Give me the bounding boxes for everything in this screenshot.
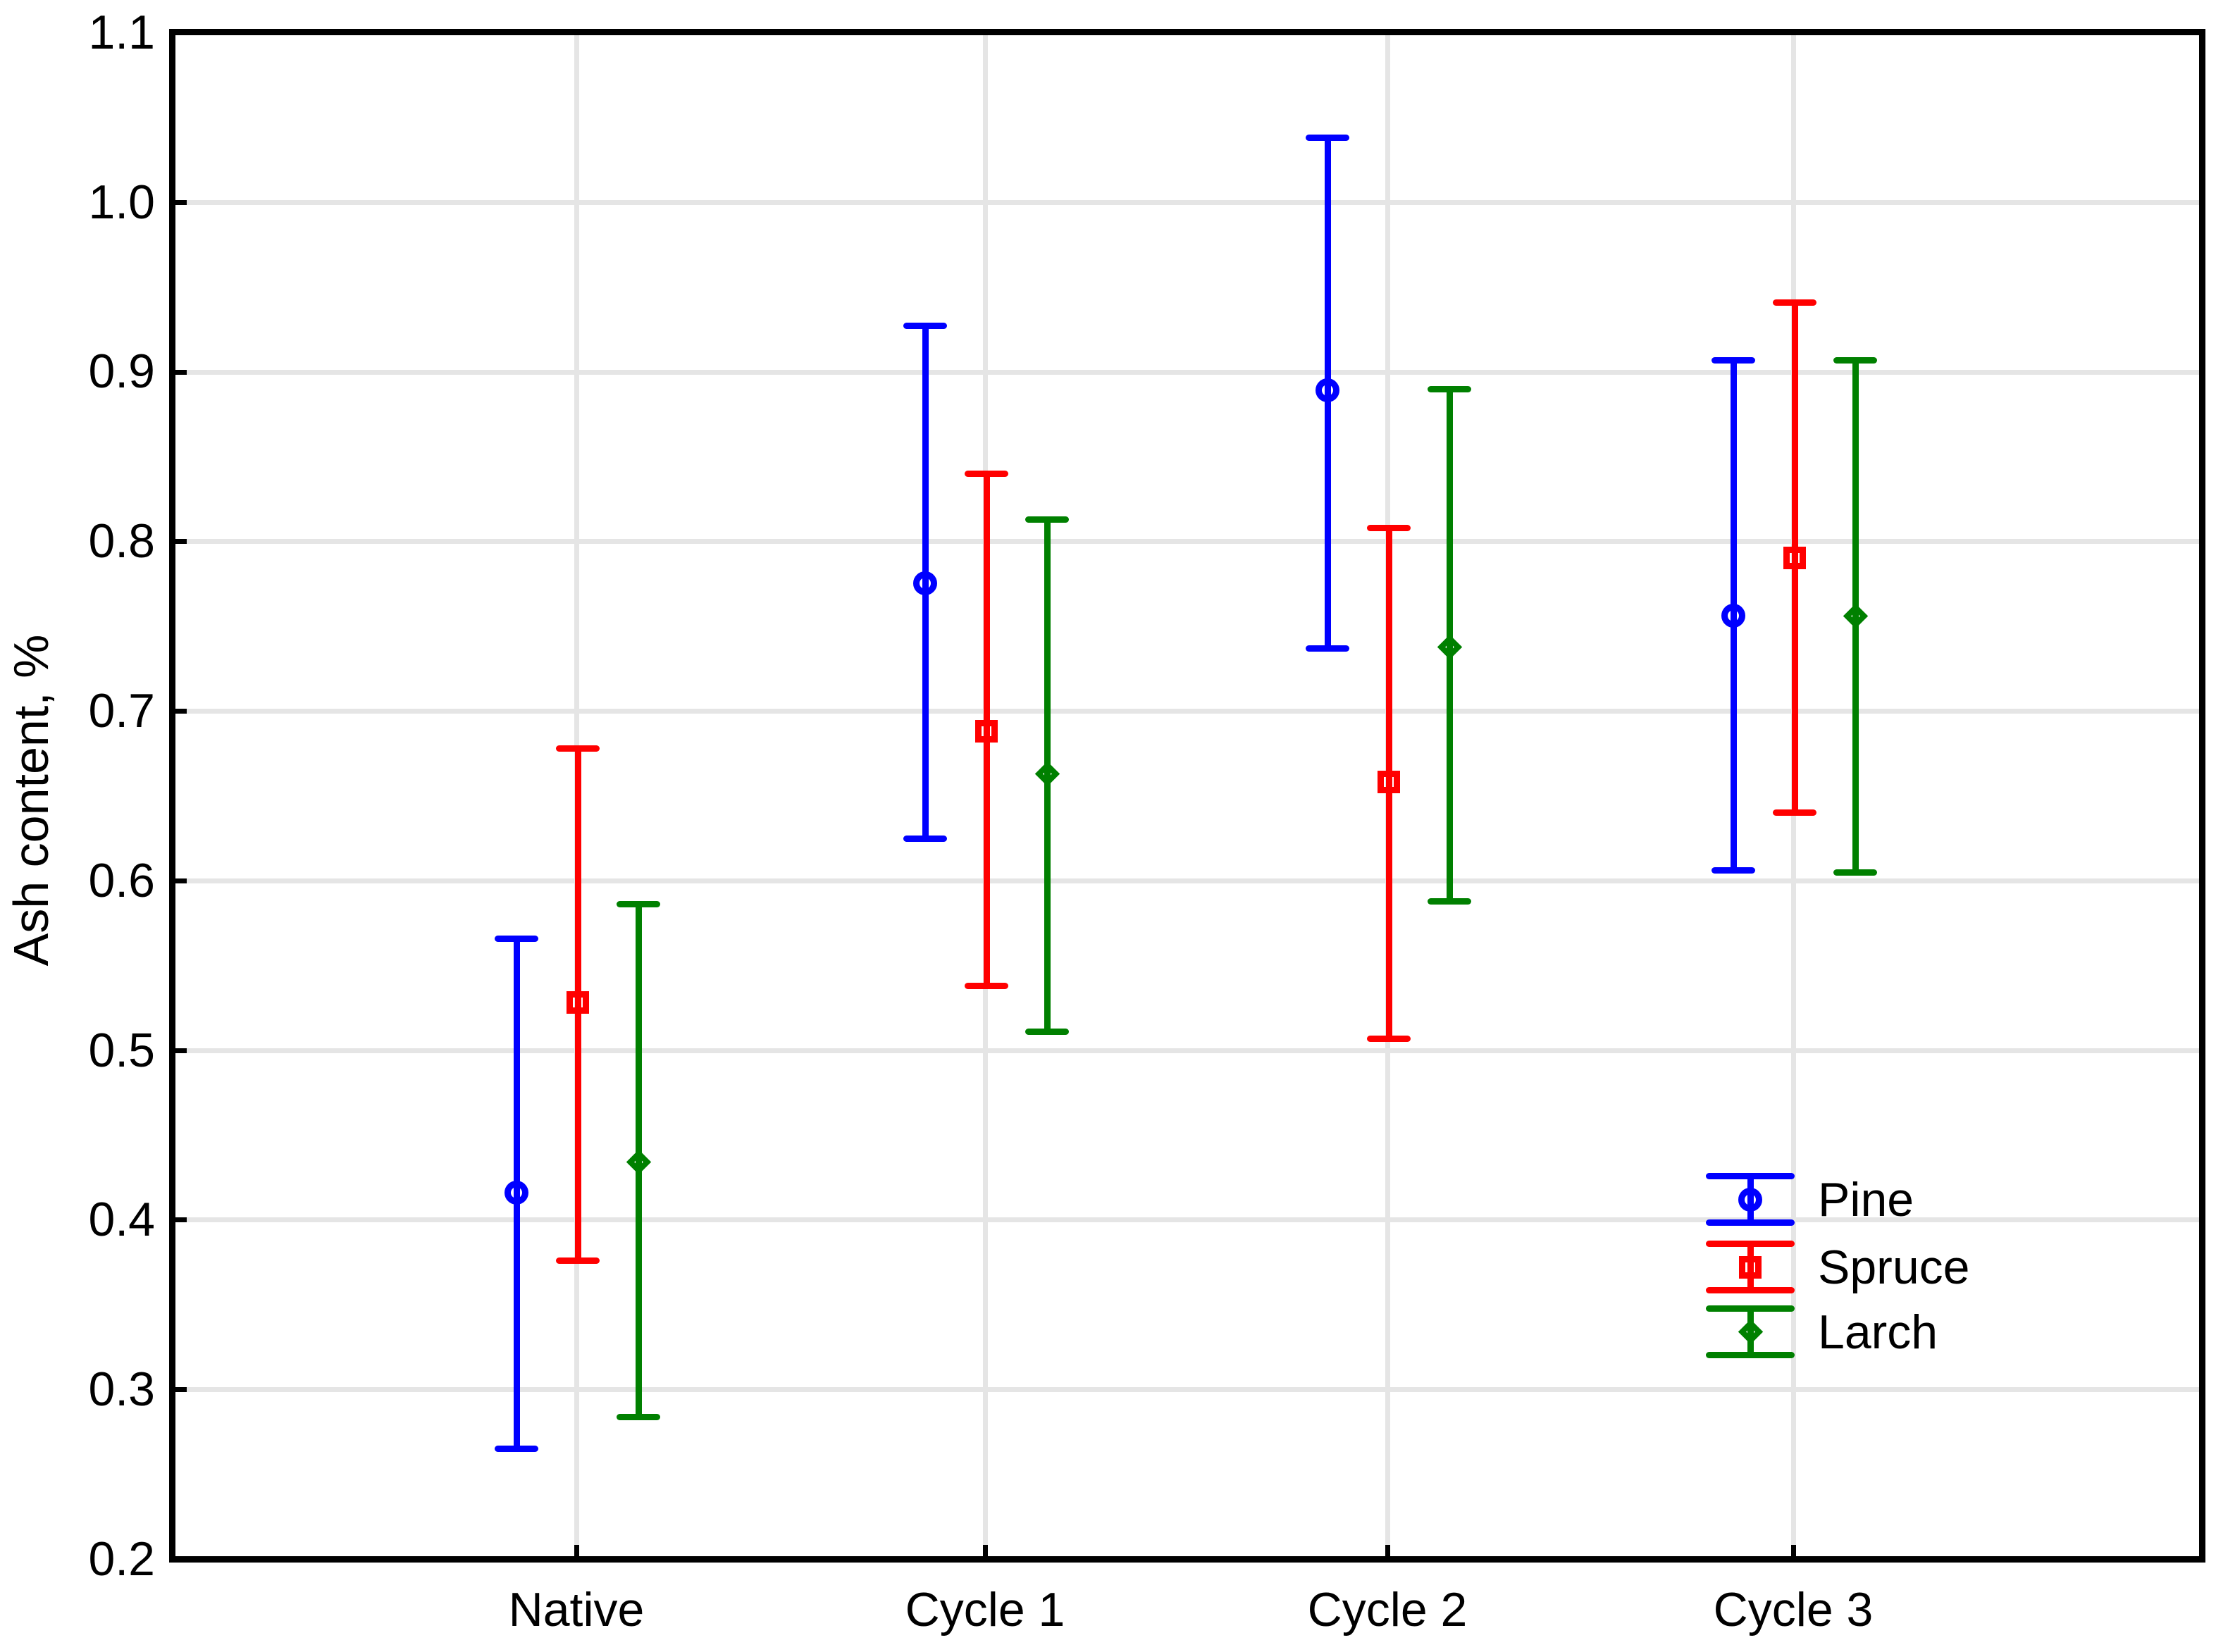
larch-errorbar-line [1447,389,1453,901]
y-tick-label: 0.2 [88,1532,155,1586]
larch-errorbar-line [636,904,642,1417]
pine-circle-marker [505,1181,528,1205]
horizontal-gridline [175,709,2199,714]
larch-errorbar-cap-bottom [617,1414,660,1420]
horizontal-gridline [175,1048,2199,1053]
spruce-square-marker [567,991,589,1014]
horizontal-gridline [175,200,2199,205]
larch-errorbar-cap-top [617,901,660,907]
y-axis-tick [175,1217,187,1222]
x-axis-tick [574,1545,579,1556]
horizontal-gridline [175,1387,2199,1392]
y-tick-label: 0.7 [88,684,155,738]
y-tick-label: 0.5 [88,1024,155,1077]
spruce-errorbar-line [575,748,581,1260]
pine-errorbar-cap-top [495,936,538,942]
y-tick-label: 0.4 [88,1193,155,1246]
y-axis-tick [175,709,187,714]
legend-label-spruce: Spruce [1818,1240,1970,1294]
horizontal-gridline [175,1217,2199,1222]
y-tick-label: 0.9 [88,344,155,398]
larch-errorbar-cap-bottom [1428,898,1471,905]
x-tick-label: Cycle 1 [905,1583,1065,1637]
pine-errorbar-cap-top [903,323,947,329]
y-tick-label: 1.1 [88,6,155,59]
pine-errorbar-cap-bottom [495,1446,538,1452]
pine-errorbar-cap-bottom [903,836,947,842]
pine-errorbar-cap-bottom [1711,867,1755,874]
y-tick-label: 1.0 [88,175,155,229]
horizontal-gridline [175,539,2199,544]
spruce-errorbar-cap-top [556,745,600,752]
y-axis-tick [175,878,187,883]
spruce-errorbar-cap-bottom [965,983,1008,989]
y-axis-tick [175,370,187,375]
spruce-errorbar-cap-top [1773,299,1816,306]
pine-circle-marker [1316,378,1339,402]
spruce-errorbar-cap-bottom [1773,809,1816,816]
spruce-errorbar-cap-top [1367,525,1411,531]
x-axis-tick [1385,1545,1390,1556]
spruce-errorbar-cap-top [965,471,1008,477]
larch-errorbar-cap-top [1025,516,1069,523]
spruce-errorbar-cap-bottom [556,1257,600,1264]
x-tick-label: Native [508,1583,645,1637]
larch-errorbar-cap-top [1833,357,1877,364]
pine-errorbar-cap-top [1306,135,1349,141]
spruce-square-marker [975,720,998,743]
y-axis-tick [175,1387,187,1392]
pine-errorbar-cap-bottom [1306,645,1349,652]
y-axis-tick [175,1048,187,1053]
larch-errorbar-cap-top [1428,386,1471,392]
horizontal-gridline [175,370,2199,375]
larch-errorbar-line [1044,519,1051,1031]
x-axis-tick [983,1545,988,1556]
legend-spruce-square-marker [1739,1255,1762,1279]
larch-errorbar-line [1852,360,1859,872]
spruce-square-marker [1783,547,1806,569]
x-axis-tick [1791,1545,1796,1556]
pine-errorbar-cap-top [1711,357,1755,364]
y-axis-tick [175,200,187,205]
spruce-errorbar-line [1386,528,1392,1038]
plot-border [169,29,2205,1563]
horizontal-gridline [175,878,2199,883]
larch-errorbar-cap-bottom [1833,869,1877,876]
y-axis-tick [175,539,187,544]
legend-larch-line [1747,1305,1754,1358]
spruce-errorbar-line [984,473,990,986]
legend-label-pine: Pine [1818,1172,1914,1226]
spruce-errorbar-line [1792,302,1798,812]
legend-label-larch: Larch [1818,1305,1938,1359]
legend-pine-circle-marker [1738,1187,1762,1212]
x-tick-label: Cycle 2 [1307,1583,1468,1637]
pine-circle-marker [1721,604,1745,628]
y-tick-label: 0.6 [88,854,155,907]
spruce-errorbar-cap-bottom [1367,1036,1411,1042]
spruce-square-marker [1378,771,1400,793]
larch-errorbar-cap-bottom [1025,1029,1069,1035]
x-tick-label: Cycle 3 [1713,1583,1874,1637]
y-tick-label: 0.3 [88,1362,155,1416]
y-tick-label: 0.8 [88,514,155,568]
legend-spruce-line [1747,1241,1754,1293]
pine-circle-marker [913,571,937,595]
